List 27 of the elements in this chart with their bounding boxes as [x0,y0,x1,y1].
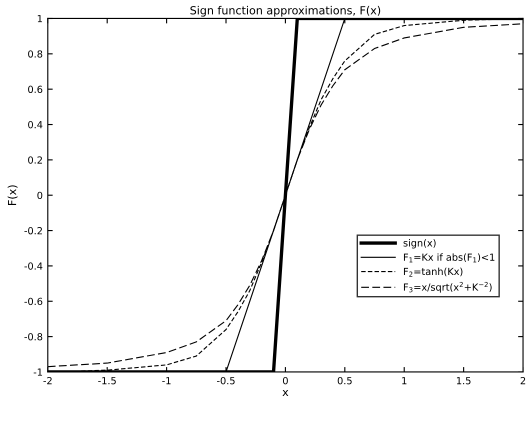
y-tick-label: 0 [37,192,42,200]
x-tick-label: 1 [402,377,406,384]
legend-label: sign(x) [404,239,436,248]
y-axis-title: F(x) [8,185,18,205]
x-axis-title: x [282,390,288,396]
legend-label: F$_{3}$=x/sqrt(x$^{2}$+K$^{−2}$) [404,282,492,293]
x-tick-label: 0 [282,376,288,384]
x-tick-label: -2 [43,376,52,384]
y-tick-label: -1 [34,368,42,376]
y-tick-label: 0.2 [28,156,42,164]
y-tick-label: 0.6 [28,86,42,94]
y-tick-label: 0.8 [28,50,42,58]
y-tick-label: 0.4 [28,121,42,128]
legend-label: F$_{1}$=Kx if abs(F$_{1}$)<1 [404,253,494,262]
x-tick-label: 1.5 [456,377,471,384]
legend-label: F$_{2}$=tanh(Kx) [404,268,462,277]
x-tick-label: 2 [520,376,526,384]
chart-title: Sign function approximations, F(x) [190,6,380,17]
y-tick-label: 1 [38,15,42,22]
y-tick-label: -0.8 [24,333,42,340]
x-tick-label: -0.5 [217,376,235,384]
y-tick-label: -0.4 [24,262,42,270]
x-tick-label: -1.5 [98,377,116,384]
x-tick-label: 0.5 [338,376,352,384]
y-tick-label: -0.6 [24,298,42,306]
x-tick-label: -1 [162,377,171,384]
y-tick-label: -0.2 [24,227,42,234]
